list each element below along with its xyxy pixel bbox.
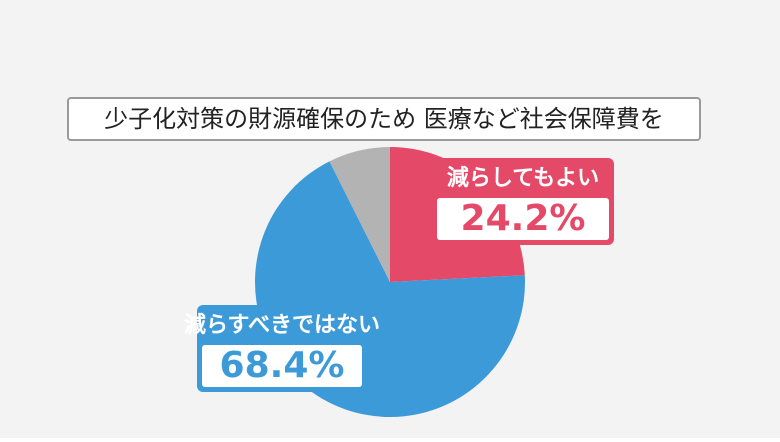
chart-title: 少子化対策の財源確保のため 医療など社会保障費を xyxy=(104,105,664,133)
label-value-box xyxy=(437,198,609,240)
pie-slice xyxy=(329,147,390,282)
category-label: 減らしてもよい xyxy=(447,166,599,191)
value-label: 68.4% xyxy=(220,345,345,386)
category-label: 減らすべきではない xyxy=(184,313,380,338)
label-value-box xyxy=(202,345,362,387)
value-label: 24.2% xyxy=(461,198,586,239)
title-box xyxy=(67,97,701,141)
